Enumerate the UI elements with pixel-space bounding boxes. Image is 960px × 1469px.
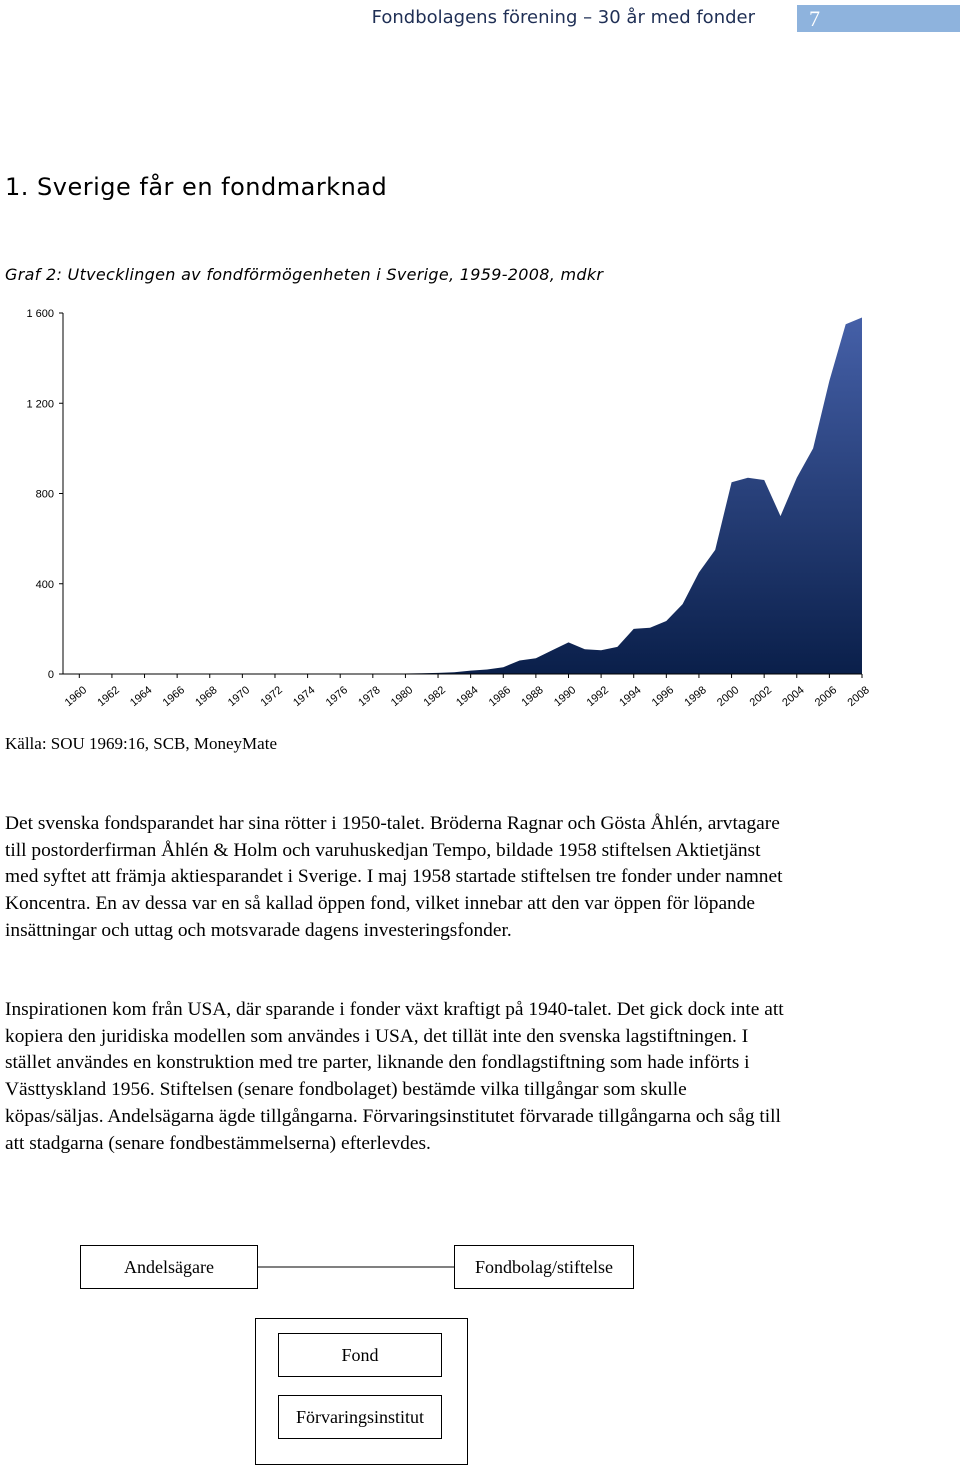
box-forvaringsinstitut: Förvaringsinstitut	[278, 1395, 442, 1439]
x-tick-label: 1974	[291, 684, 317, 709]
x-tick-label: 1988	[519, 684, 545, 709]
chart-source: Källa: SOU 1969:16, SCB, MoneyMate	[5, 734, 277, 753]
y-tick-label: 800	[36, 489, 54, 501]
x-tick-label: 1992	[585, 684, 611, 709]
chart-caption: Graf 2: Utvecklingen av fondförmögenhete…	[5, 265, 604, 284]
x-tick-label: 1980	[389, 684, 415, 709]
x-tick-label: 1976	[324, 684, 350, 709]
box-fond-group	[255, 1318, 468, 1465]
box-andelsagare: Andelsägare	[80, 1245, 258, 1289]
x-tick-label: 1984	[454, 684, 480, 709]
x-tick-label: 1970	[226, 684, 252, 709]
x-tick-label: 1978	[356, 684, 382, 709]
paragraph-inspiration: Inspirationen kom från USA, där sparande…	[5, 999, 784, 1154]
y-tick-label: 400	[36, 579, 54, 591]
x-tick-label: 1962	[95, 684, 121, 709]
paragraph-history: Det svenska fondsparandet har sina rötte…	[5, 813, 783, 941]
x-tick-label: 2000	[715, 684, 741, 709]
x-tick-label: 1966	[161, 684, 187, 709]
header-title: Fondbolagens förening – 30 år med fonder	[371, 7, 755, 28]
x-tick-label: 1998	[682, 684, 708, 709]
x-tick-label: 1982	[421, 684, 447, 709]
x-tick-label: 2002	[748, 684, 774, 709]
x-tick-label: 1986	[487, 684, 513, 709]
y-tick-label: 0	[48, 669, 54, 681]
x-tick-label: 1964	[128, 684, 154, 709]
fund-assets-chart: 0 400 800 1 200 1 600 1960 1962 1964 1966 1968 197…	[26, 308, 871, 709]
x-tick-label: 1994	[617, 684, 643, 709]
x-tick-label: 1972	[258, 684, 284, 709]
x-tick-label: 2006	[813, 684, 839, 709]
x-tick-label: 1968	[193, 684, 219, 709]
x-tick-label: 1960	[63, 684, 89, 709]
y-tick-label: 1 600	[26, 308, 54, 320]
x-tick-label: 1996	[650, 684, 676, 709]
series-area	[63, 317, 862, 674]
section-heading: 1. Sverige får en fondmarknad	[5, 173, 388, 201]
page-number: 7	[797, 5, 960, 32]
x-tick-label: 2008	[845, 684, 871, 709]
box-fond: Fond	[278, 1333, 442, 1377]
x-tick-label: 1990	[552, 684, 578, 709]
x-tick-label: 2004	[780, 684, 806, 709]
y-tick-label: 1 200	[26, 398, 54, 410]
box-fondbolag: Fondbolag/stiftelse	[454, 1245, 634, 1289]
